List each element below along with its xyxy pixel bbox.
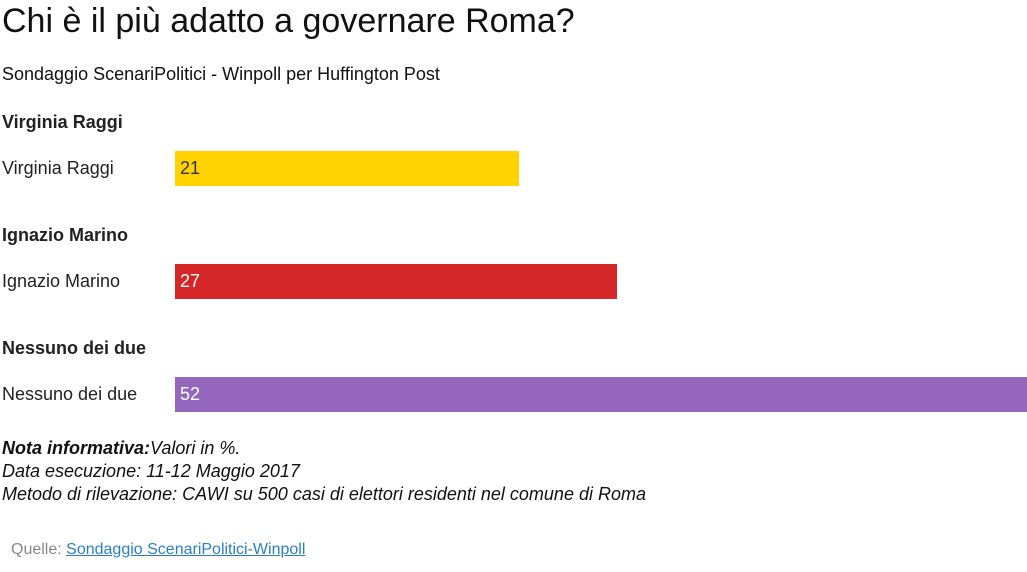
notes-info-line: Nota informativa:Valori in %. xyxy=(2,437,646,460)
notes-info-label: Nota informativa: xyxy=(2,438,151,458)
sources-line: Quelle: Sondaggio ScenariPolitici-Winpol… xyxy=(11,541,305,559)
chart-notes: Nota informativa:Valori in %. Data esecu… xyxy=(2,437,646,506)
chart-subtitle: Sondaggio ScenariPolitici - Winpoll per … xyxy=(2,64,440,84)
group-heading-ignazio-marino: Ignazio Marino xyxy=(2,225,128,245)
bar-label-nessuno-dei-due: Nessuno dei due xyxy=(2,384,138,404)
bar-nessuno-dei-due: 52 xyxy=(175,377,1027,412)
group-heading-virginia-raggi: Virginia Raggi xyxy=(2,112,123,132)
sources-link[interactable]: Sondaggio ScenariPolitici-Winpoll xyxy=(66,541,306,558)
group-heading-nessuno-dei-due: Nessuno dei due xyxy=(2,338,147,358)
notes-method-line: Metodo di rilevazione: CAWI su 500 casi … xyxy=(2,484,646,504)
bar-virginia-raggi: 21 xyxy=(175,151,519,186)
notes-date-line: Data esecuzione: 11-12 Maggio 2017 xyxy=(2,461,300,481)
notes-info-text: Valori in %. xyxy=(150,438,241,458)
bar-label-virginia-raggi: Virginia Raggi xyxy=(2,158,114,178)
bar-ignazio-marino: 27 xyxy=(175,264,617,299)
bar-value-label-ignazio-marino: 27 xyxy=(180,271,201,291)
chart-title: Chi è il più adatto a governare Roma? xyxy=(2,2,575,40)
bar-value-label-virginia-raggi: 21 xyxy=(180,158,201,178)
sources-label: Quelle: xyxy=(11,541,62,558)
bar-value-label-nessuno-dei-due: 52 xyxy=(180,384,201,404)
bar-label-ignazio-marino: Ignazio Marino xyxy=(2,271,121,291)
